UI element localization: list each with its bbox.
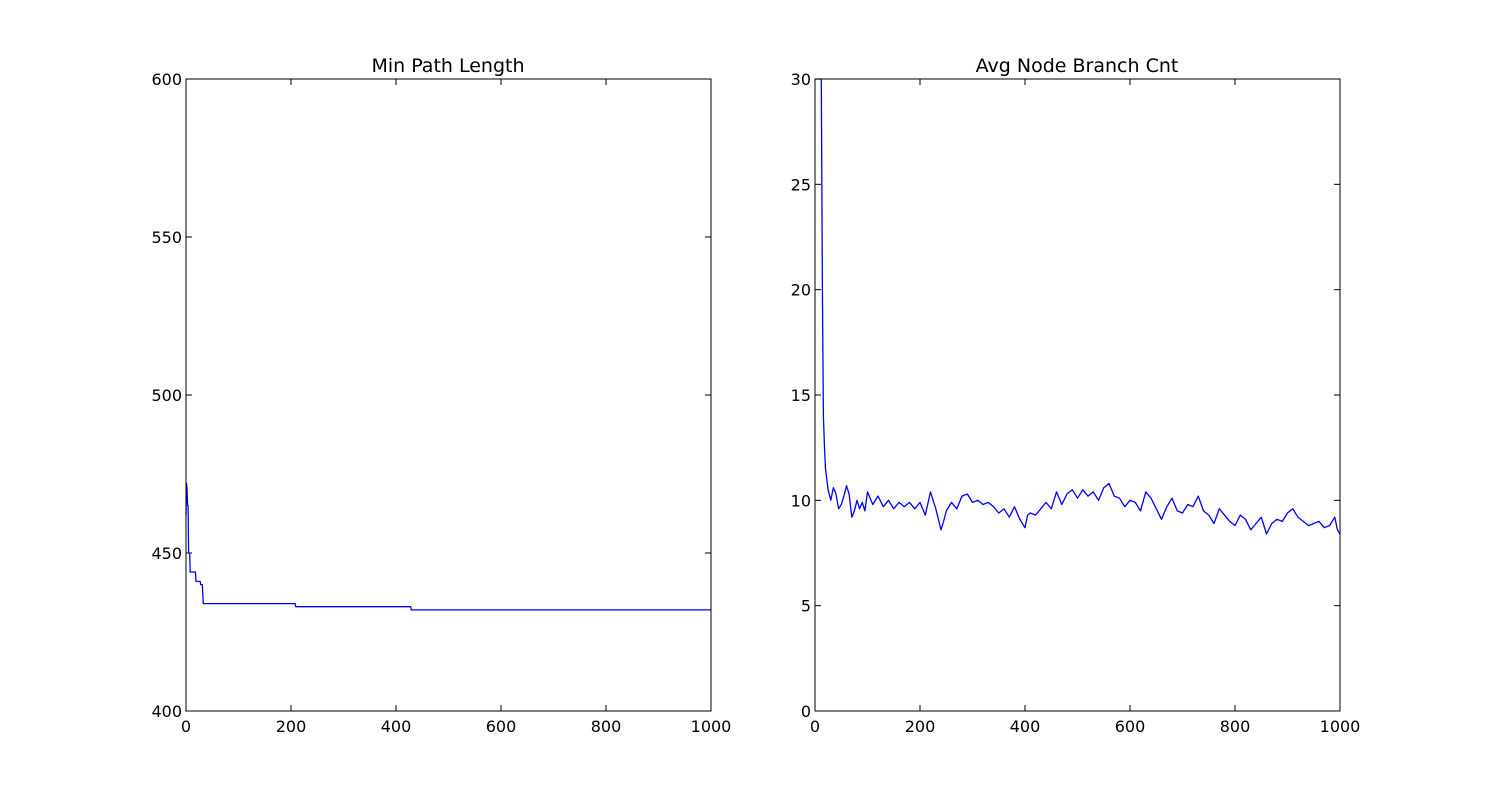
- axes-frame: [814, 78, 1341, 712]
- y-tick-label: 30: [791, 70, 811, 89]
- y-tick-label: 25: [791, 175, 811, 194]
- x-tick-label: 600: [486, 717, 517, 736]
- x-tick-label: 0: [810, 717, 820, 736]
- x-tick-label: 800: [591, 717, 622, 736]
- x-tick-label: 800: [1220, 717, 1251, 736]
- min-path-length-line: [185, 482, 711, 611]
- x-tick-label: 1000: [1320, 717, 1361, 736]
- y-tick-label: 5: [801, 597, 811, 616]
- y-tick-label: 500: [151, 386, 182, 405]
- y-tick-label: 0: [801, 702, 811, 721]
- chart-title: Min Path Length: [371, 55, 524, 77]
- x-tick-label: 400: [1010, 717, 1041, 736]
- x-tick-label: 200: [905, 717, 936, 736]
- x-tick-label: 0: [181, 717, 191, 736]
- chart-title: Avg Node Branch Cnt: [976, 55, 1179, 77]
- y-tick-label: 15: [791, 386, 811, 405]
- y-tick-label: 600: [151, 70, 182, 89]
- axes-frame: [185, 78, 712, 712]
- x-tick-label: 400: [381, 717, 412, 736]
- y-tick-label: 450: [151, 544, 182, 563]
- x-tick-label: 600: [1115, 717, 1146, 736]
- y-tick-label: 400: [151, 702, 182, 721]
- y-tick-label: 550: [151, 228, 182, 247]
- x-tick-label: 200: [276, 717, 307, 736]
- min-path-length-axes: Min Path Length 0 200 400 600 800 1000 400 450 5…: [151, 55, 731, 736]
- x-tick-label: 1000: [691, 717, 732, 736]
- y-tick-label: 10: [791, 491, 811, 510]
- y-tick-label: 20: [791, 281, 811, 300]
- avg-node-branch-cnt-axes: Avg Node Branch Cnt 0 200 400 600 800 1000 0 5 1…: [791, 55, 1361, 736]
- avg-node-branch-cnt-line: [815, 78, 1341, 535]
